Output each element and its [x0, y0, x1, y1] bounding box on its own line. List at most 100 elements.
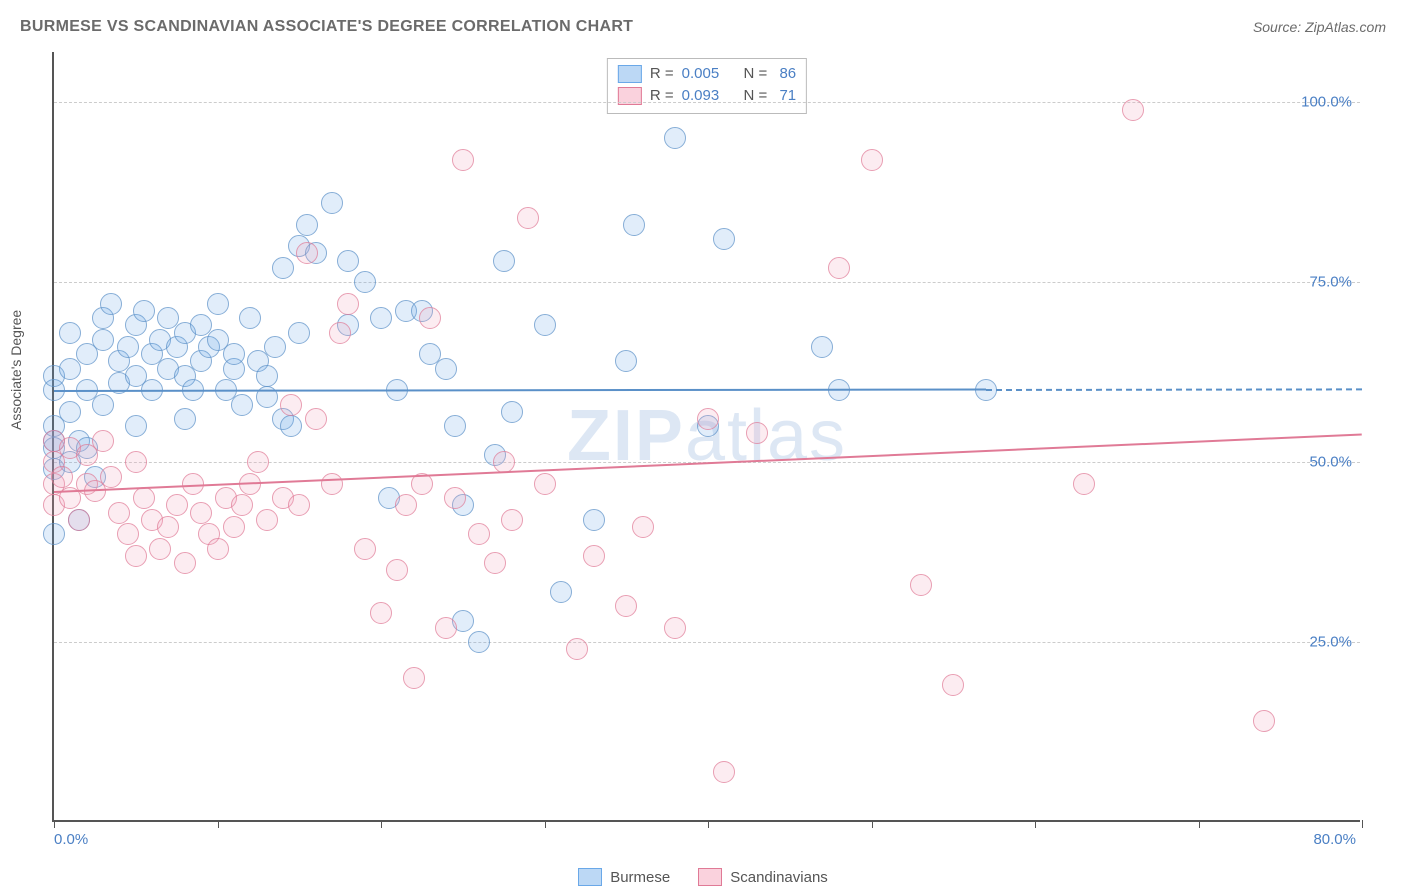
scatter-point: [444, 415, 466, 437]
scatter-point: [256, 365, 278, 387]
scatter-point: [157, 516, 179, 538]
scatter-point: [100, 466, 122, 488]
scatter-point: [583, 509, 605, 531]
scatter-point: [305, 408, 327, 430]
scatter-point: [484, 552, 506, 574]
x-tick: [872, 820, 873, 828]
scatter-point: [583, 545, 605, 567]
scatter-point: [288, 494, 310, 516]
scatter-point: [296, 242, 318, 264]
scatter-point: [501, 509, 523, 531]
x-tick: [218, 820, 219, 828]
scatter-point: [664, 127, 686, 149]
scatter-point: [713, 761, 735, 783]
scatter-point: [1122, 99, 1144, 121]
scatter-point: [190, 502, 212, 524]
x-tick: [381, 820, 382, 828]
legend-swatch: [618, 65, 642, 83]
scatter-point: [92, 329, 114, 351]
scatter-point: [337, 293, 359, 315]
scatter-point: [280, 394, 302, 416]
scatter-point: [534, 473, 556, 495]
scatter-point: [247, 451, 269, 473]
legend-label: Scandinavians: [730, 869, 828, 886]
bottom-legend: Burmese Scandinavians: [0, 868, 1406, 886]
scatter-point: [713, 228, 735, 250]
x-tick: [545, 820, 546, 828]
chart-title: BURMESE VS SCANDINAVIAN ASSOCIATE'S DEGR…: [20, 18, 633, 36]
stats-row: R =0.093 N = 71: [618, 85, 796, 107]
stats-legend-box: R =0.005 N = 86R =0.093 N = 71: [607, 58, 807, 114]
scatter-point: [910, 574, 932, 596]
x-tick: [54, 820, 55, 828]
scatter-point: [296, 214, 318, 236]
legend-item: Scandinavians: [698, 868, 828, 886]
scatter-point: [435, 358, 457, 380]
scatter-point: [125, 415, 147, 437]
x-tick-label-max: 80.0%: [1313, 831, 1356, 848]
scatter-point: [117, 523, 139, 545]
scatter-point: [231, 394, 253, 416]
scatter-point: [59, 401, 81, 423]
y-tick-label: 50.0%: [1309, 454, 1352, 471]
scatter-point: [68, 509, 90, 531]
scatter-point: [125, 451, 147, 473]
x-tick: [708, 820, 709, 828]
scatter-point: [444, 487, 466, 509]
scatter-point: [468, 631, 490, 653]
scatter-point: [403, 667, 425, 689]
scatter-point: [51, 466, 73, 488]
scatter-point: [174, 552, 196, 574]
scatter-point: [117, 336, 139, 358]
scatter-point: [92, 394, 114, 416]
source-label: Source: ZipAtlas.com: [1253, 19, 1386, 35]
y-tick-label: 25.0%: [1309, 634, 1352, 651]
scatter-point: [435, 617, 457, 639]
scatter-point: [133, 300, 155, 322]
scatter-point: [133, 487, 155, 509]
scatter-point: [321, 473, 343, 495]
scatter-point: [272, 257, 294, 279]
legend-label: Burmese: [610, 869, 670, 886]
trend-line-dashed: [986, 388, 1362, 391]
scatter-point: [615, 350, 637, 372]
scatter-point: [354, 538, 376, 560]
scatter-point: [256, 509, 278, 531]
scatter-point: [517, 207, 539, 229]
scatter-point: [43, 523, 65, 545]
scatter-point: [623, 214, 645, 236]
scatter-point: [811, 336, 833, 358]
scatter-point: [223, 516, 245, 538]
scatter-point: [615, 595, 637, 617]
scatter-point: [550, 581, 572, 603]
scatter-point: [231, 494, 253, 516]
scatter-point: [92, 430, 114, 452]
scatter-point: [108, 502, 130, 524]
scatter-point: [493, 250, 515, 272]
scatter-point: [321, 192, 343, 214]
scatter-point: [395, 494, 417, 516]
scatter-point: [125, 545, 147, 567]
scatter-point: [207, 538, 229, 560]
x-tick: [1362, 820, 1363, 828]
scatter-point: [264, 336, 286, 358]
scatter-point: [1253, 710, 1275, 732]
scatter-point: [746, 422, 768, 444]
scatter-point: [100, 293, 122, 315]
scatter-point: [501, 401, 523, 423]
gridline-h: [54, 102, 1360, 103]
y-tick-label: 75.0%: [1309, 274, 1352, 291]
scatter-point: [942, 674, 964, 696]
gridline-h: [54, 642, 1360, 643]
scatter-point: [174, 408, 196, 430]
x-tick: [1199, 820, 1200, 828]
scatter-point: [288, 322, 310, 344]
scatter-point: [632, 516, 654, 538]
legend-item: Burmese: [578, 868, 670, 886]
scatter-point: [664, 617, 686, 639]
scatter-point: [329, 322, 351, 344]
scatter-point: [166, 494, 188, 516]
scatter-point: [239, 307, 261, 329]
scatter-point: [59, 322, 81, 344]
scatter-point: [354, 271, 376, 293]
